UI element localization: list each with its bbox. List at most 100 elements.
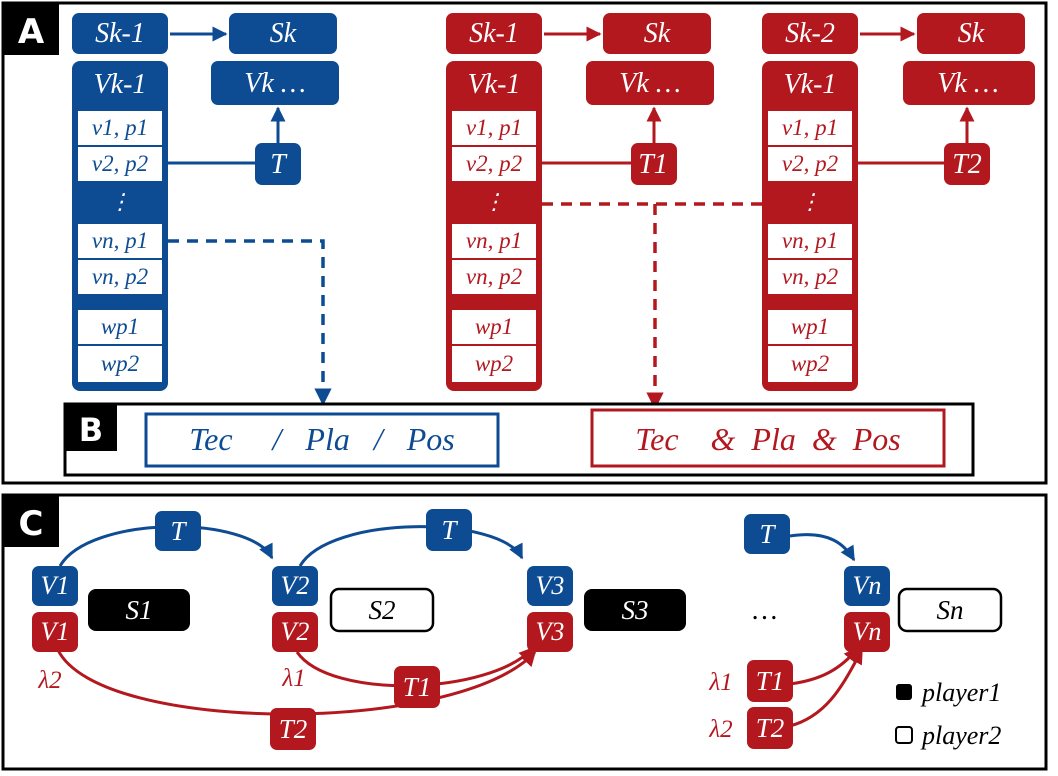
blue-transition: T: [270, 149, 288, 180]
red1-row-3-cell: [452, 224, 536, 258]
red1-vector-next-box: [586, 61, 714, 105]
c-state-2-box: [329, 587, 435, 633]
c-red-t-4: T2: [756, 713, 785, 743]
blue-row-1-cell: [78, 111, 162, 145]
c-blue-t-2: T: [441, 515, 458, 545]
c-red-v-1-box: [32, 612, 78, 652]
c-red-t-3-box: [747, 660, 793, 702]
red-dashed-link: [542, 202, 762, 404]
blue-state-next: Sk: [270, 18, 297, 49]
c-red-t-2-box: [270, 708, 316, 750]
red1-row-4-cell: [452, 260, 536, 294]
red1-vector-prev: Vk-1: [468, 69, 521, 100]
c-blue-t-3: T: [759, 519, 776, 549]
red1-vector-next: Vk …: [619, 68, 680, 99]
c-red-v-n: Vn: [853, 617, 882, 646]
c-state-2: S2: [369, 595, 396, 625]
c-blue-t-1: T: [170, 516, 187, 546]
red1-row-1-cell: [452, 111, 536, 145]
c-red-t-1: T1: [403, 672, 432, 702]
c-blue-v-n: Vn: [853, 571, 882, 600]
red2-state-next-box: [917, 13, 1025, 54]
red1-row-6: wp2: [475, 351, 513, 376]
blue-row-6: wp2: [101, 351, 139, 376]
c-lambda-2: λ1: [281, 665, 305, 692]
red1-transition-box: [631, 143, 677, 185]
red2-state-prev: Sk-2: [785, 18, 835, 49]
red2-row-1: v1, p1: [782, 115, 838, 140]
c-state-1-box: [88, 589, 190, 631]
blue-group: Sk-1 Sk Vk-1 v1, p1 v2, p2 ⋮ vn, p1 vn, …: [72, 13, 339, 406]
red1-row-2: v2, p2: [466, 151, 522, 176]
section-c-tag-bg: [3, 495, 59, 547]
red2-vector-next-box: [903, 61, 1035, 105]
red1-state-prev: Sk-1: [469, 18, 519, 49]
red-arc-tn-2: [789, 648, 864, 728]
red2-row-5: wp1: [791, 314, 829, 339]
red-group-1: Sk-1 Sk Vk-1 v1, p1 v2, p2 ⋮ vn, p1 vn, …: [446, 13, 714, 391]
c-state-n: Sn: [937, 595, 964, 625]
blue-state-next-box: [229, 13, 337, 54]
red1-row-dots: ⋮: [483, 189, 505, 214]
c-ellipsis: …: [753, 595, 778, 626]
red2-row-4: vn, p2: [782, 264, 838, 289]
blue-arc-3: [789, 533, 856, 562]
red2-transition-box: [944, 143, 990, 185]
c-blue-v-3-box: [527, 566, 573, 606]
blue-transition-box: [255, 143, 301, 185]
c-blue-v-n-box: [844, 566, 890, 606]
panel-ab-frame: [1, 1, 1048, 485]
red2-row-3-cell: [768, 224, 852, 258]
red-intersection-box: [590, 408, 946, 468]
blue-row-6-cell: [78, 346, 162, 382]
c-state-1: S1: [126, 595, 153, 625]
c-red-v-n-box: [844, 612, 890, 652]
c-red-v-2: V2: [281, 617, 310, 646]
red1-row-1: v1, p1: [466, 115, 522, 140]
c-state-3-box: [584, 589, 686, 631]
c-blue-v-1: V1: [41, 571, 70, 600]
blue-row-3-cell: [78, 224, 162, 258]
red-arc-tn-1: [789, 646, 860, 686]
c-state-n-box: [897, 587, 1003, 633]
red2-state-prev-box: [762, 13, 858, 54]
blue-row-3: vn, p1: [92, 228, 148, 253]
red1-state-next: Sk: [644, 18, 671, 49]
panel-c-frame: [1, 493, 1048, 771]
blue-row-1: v1, p1: [92, 115, 148, 140]
c-red-t-3: T1: [756, 666, 785, 696]
c-blue-t-2-box: [426, 509, 472, 551]
red2-row-2-cell: [768, 147, 852, 181]
blue-vector-next: Vk …: [244, 68, 305, 99]
red1-row-5-cell: [452, 310, 536, 344]
legend-player1: player1: [920, 678, 1001, 707]
red1-state-prev-box: [446, 13, 542, 54]
section-b-tag: B: [79, 411, 103, 449]
red2-vector-next: Vk …: [937, 68, 998, 99]
red2-row-4-cell: [768, 260, 852, 294]
section-c-tag: C: [19, 504, 44, 544]
section-a-tag: A: [18, 12, 45, 52]
legend-player2: player2: [920, 721, 1001, 750]
red1-row-6-cell: [452, 346, 536, 382]
c-blue-v-1-box: [32, 566, 78, 606]
blue-union-label: Tec / Pla / Pos: [189, 421, 454, 457]
red-intersection-label: Tec & Pla & Pos: [635, 421, 900, 457]
c-lambda-3: λ1: [708, 669, 732, 696]
legend-player2-swatch: [895, 726, 913, 744]
blue-row-2-cell: [78, 147, 162, 181]
red2-row-3: vn, p1: [782, 228, 838, 253]
blue-state-prev-box: [72, 13, 168, 54]
c-lambda-1: λ2: [37, 667, 61, 694]
c-state-3: S3: [622, 595, 649, 625]
legend-player1-swatch: [896, 684, 912, 700]
section-a-tag-bg: [3, 3, 59, 55]
red1-state-next-box: [603, 13, 711, 54]
red2-row-2: v2, p2: [782, 151, 838, 176]
c-blue-v-2: V2: [281, 571, 310, 600]
c-blue-t-1-box: [155, 511, 201, 551]
blue-row-5-cell: [78, 310, 162, 344]
blue-vector-next-box: [211, 61, 339, 105]
blue-row-5: wp1: [101, 314, 139, 339]
